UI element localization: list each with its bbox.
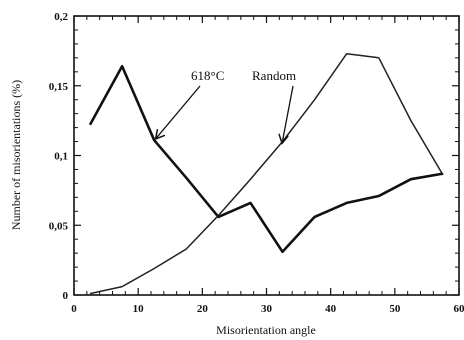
series-lines — [88, 52, 444, 295]
series-line-618c — [88, 64, 444, 254]
x-tick-label: 10 — [133, 303, 145, 315]
x-tick-label: 50 — [389, 303, 401, 315]
y-tick-label: 0,2 — [54, 11, 68, 23]
y-axis-title: Number of misorientations (%) — [9, 80, 23, 230]
x-tick-label: 20 — [197, 303, 209, 315]
x-tick-label: 60 — [454, 303, 464, 315]
x-tick-label: 40 — [325, 303, 337, 315]
x-axis-title: Misorientation angle — [216, 323, 316, 337]
x-tick-label: 30 — [261, 303, 273, 315]
annotation-random-label: Random — [252, 68, 296, 83]
series-line-random — [89, 52, 444, 295]
y-tick-label: 0 — [63, 290, 69, 302]
annotation-618c-label: 618°C — [191, 68, 224, 83]
ticks — [73, 15, 460, 296]
tick-labels: 0 10 20 30 40 50 60 0 0,05 0,1 0,15 0,2 — [49, 11, 464, 315]
annotation-618c-arrow — [156, 85, 201, 138]
x-tick-label: 0 — [71, 303, 77, 315]
y-tick-label: 0,15 — [49, 81, 69, 93]
y-tick-label: 0,05 — [49, 220, 69, 232]
y-tick-label: 0,1 — [54, 151, 68, 163]
plot-frame — [73, 15, 460, 296]
annotations: 618°C Random — [156, 68, 296, 142]
annotation-random-arrow — [282, 85, 294, 142]
